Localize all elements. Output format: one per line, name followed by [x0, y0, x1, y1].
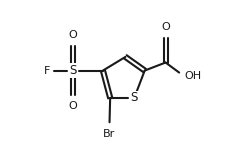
- Text: OH: OH: [184, 71, 201, 81]
- Text: S: S: [69, 64, 77, 77]
- Text: Br: Br: [103, 129, 115, 139]
- Text: O: O: [161, 22, 170, 32]
- Text: F: F: [44, 66, 50, 75]
- Text: S: S: [131, 91, 138, 104]
- Text: O: O: [69, 30, 78, 40]
- Text: O: O: [69, 101, 78, 111]
